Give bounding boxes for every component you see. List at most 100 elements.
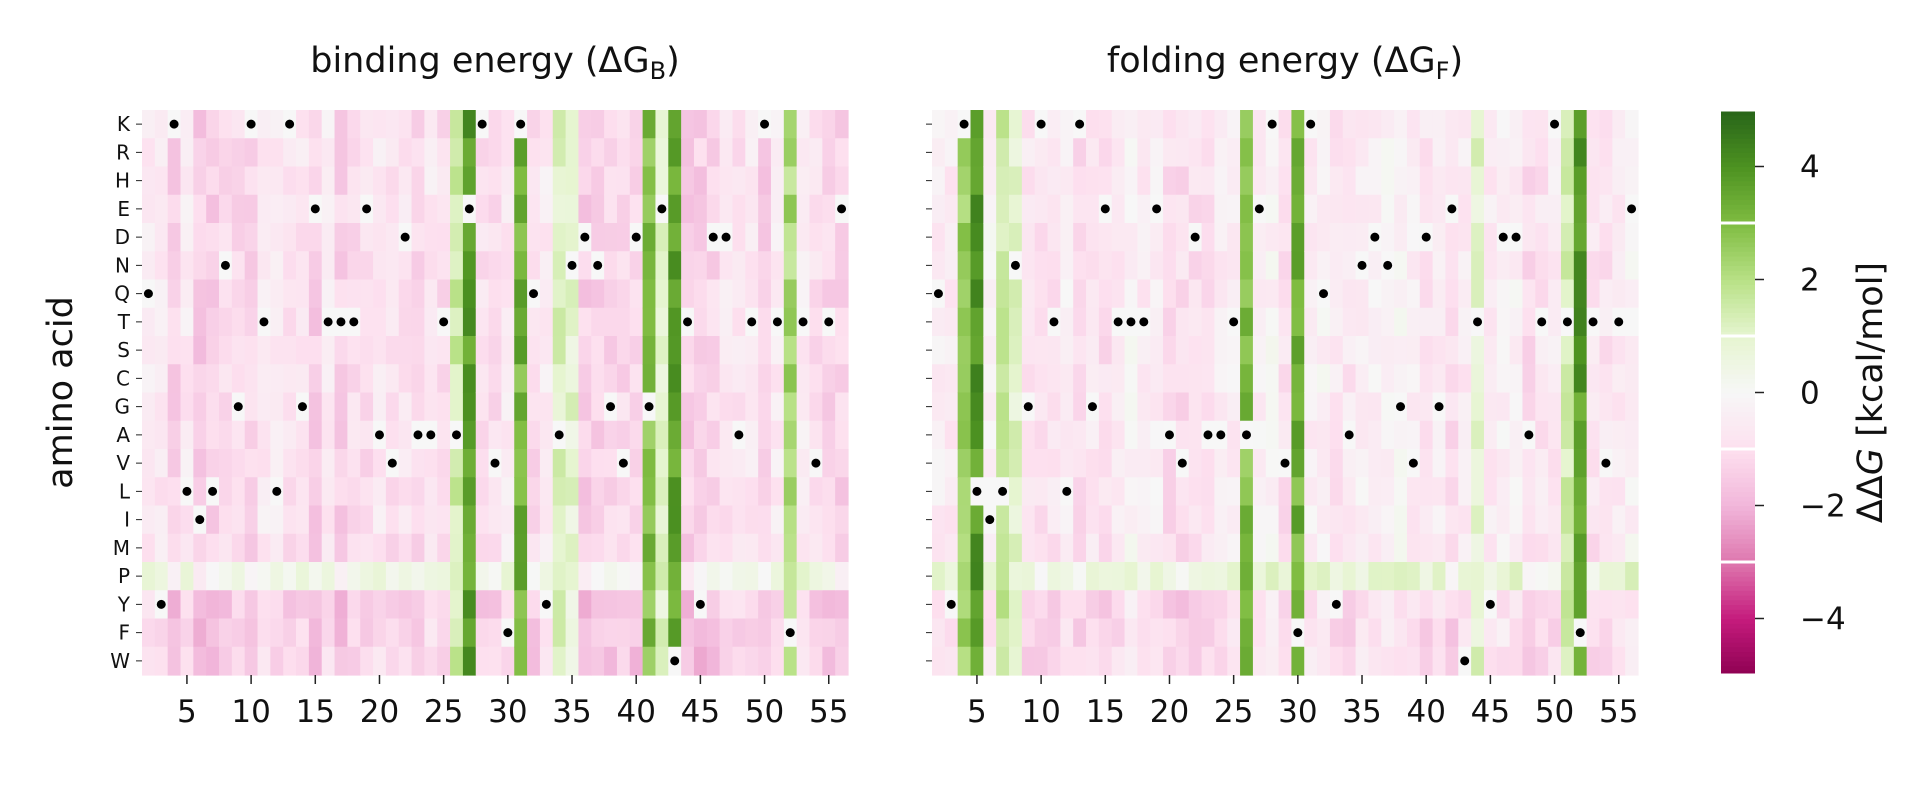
heatmap-cell [1560, 420, 1575, 450]
heatmap-cell [770, 420, 785, 450]
heatmap-cell [180, 392, 194, 422]
heatmap-cell [552, 336, 567, 365]
heatmap-cell [1073, 590, 1087, 620]
heatmap-cell [360, 646, 374, 676]
heatmap-cell [1111, 166, 1126, 196]
colorbar-segment [1721, 401, 1755, 408]
heatmap-cell [1355, 505, 1370, 535]
heatmap-cell [552, 251, 567, 281]
heatmap-cell [1163, 533, 1177, 563]
heatmap-cell [1240, 364, 1254, 394]
heatmap-cell [1342, 449, 1357, 478]
heatmap-cell [257, 392, 271, 422]
heatmap-cell [437, 590, 451, 620]
heatmap-cell [1483, 364, 1498, 394]
heatmap-cell [424, 110, 438, 139]
heatmap-cell [745, 505, 759, 535]
colorbar-label: ΔΔG [kcal/mol] [1851, 262, 1891, 523]
heatmap-cell [809, 505, 823, 535]
heatmap-cell [142, 618, 156, 648]
heatmap-cell [1009, 166, 1023, 196]
heatmap-cell [231, 307, 246, 337]
heatmap-cell [1625, 110, 1639, 139]
heatmap-cell [668, 223, 682, 252]
heatmap-cell [809, 562, 823, 591]
heatmap-cell [1496, 618, 1511, 648]
heatmap-cell [565, 194, 580, 224]
heatmap-cell [450, 646, 464, 676]
heatmap-cell [616, 505, 631, 535]
heatmap-cell [1073, 392, 1087, 422]
heatmap-cell [206, 251, 220, 281]
heatmap-cell [411, 138, 425, 168]
colorbar-segment [1721, 397, 1755, 403]
heatmap-cell [1625, 618, 1639, 648]
heatmap-cell [1291, 477, 1305, 507]
wildtype-dot [362, 204, 372, 214]
colorbar-segment [1721, 604, 1755, 610]
heatmap-cell [1111, 279, 1126, 309]
wildtype-dot [259, 317, 269, 327]
heatmap-cell [334, 364, 348, 394]
heatmap-cell [257, 449, 271, 478]
wildtype-dot [374, 430, 384, 440]
heatmap-cell [1227, 336, 1241, 365]
heatmap-cell [552, 590, 567, 620]
heatmap-cell [283, 420, 297, 450]
heatmap-cell [334, 194, 348, 224]
heatmap-cell [1188, 166, 1203, 196]
colorbar-segment [1721, 138, 1755, 144]
heatmap-cell [270, 562, 284, 591]
heatmap-cell [668, 110, 682, 139]
heatmap-cell [539, 110, 554, 139]
heatmap-cell [437, 646, 451, 676]
heatmap-cell [1278, 505, 1293, 535]
heatmap-cell [142, 110, 156, 139]
heatmap-cell [552, 194, 567, 224]
heatmap-cell [1394, 646, 1408, 676]
heatmap-cell [1560, 279, 1575, 309]
heatmap-cell [642, 449, 657, 478]
heatmap-cell [565, 646, 580, 676]
heatmap-cell [1471, 420, 1485, 450]
colorbar-segment [1721, 467, 1755, 474]
heatmap-cell [1021, 223, 1036, 252]
heatmap-cell [1034, 336, 1049, 365]
heatmap-cell [450, 392, 464, 422]
heatmap-cell [1381, 533, 1395, 563]
heatmap-cell [783, 505, 798, 535]
heatmap-cell [693, 420, 708, 450]
heatmap-cell [334, 279, 348, 309]
heatmap-cell [360, 166, 374, 196]
wildtype-dot [1434, 402, 1444, 412]
heatmap-cell [501, 279, 515, 309]
heatmap-cell [244, 618, 259, 648]
heatmap-cell [1265, 646, 1280, 676]
heatmap-cell [565, 364, 580, 394]
heatmap-cell [142, 646, 156, 676]
heatmap-cell [296, 477, 310, 507]
heatmap-cell [1291, 336, 1305, 365]
heatmap-cell [1098, 618, 1113, 648]
heatmap-cell [527, 166, 541, 196]
heatmap-cell [1111, 477, 1126, 507]
heatmap-cell [308, 251, 323, 281]
heatmap-cell [1586, 449, 1601, 478]
heatmap-cell [1406, 279, 1421, 309]
heatmap-cell [142, 505, 156, 535]
heatmap-cell [732, 194, 746, 224]
heatmap-cell [783, 279, 798, 309]
heatmap-cell [373, 562, 387, 591]
heatmap-cell [822, 505, 836, 535]
heatmap-cell [1535, 392, 1549, 422]
colorbar-segment [1721, 632, 1755, 638]
heatmap-cell [629, 562, 644, 591]
heatmap-cell [616, 562, 631, 591]
heatmap-cell [244, 562, 259, 591]
colorbar-segment [1721, 547, 1755, 554]
heatmap-cell [1227, 449, 1241, 478]
heatmap-cell [1086, 533, 1100, 563]
heatmap-cell [1329, 562, 1344, 591]
heatmap-cell [745, 420, 759, 450]
heatmap-cell [1445, 477, 1459, 507]
